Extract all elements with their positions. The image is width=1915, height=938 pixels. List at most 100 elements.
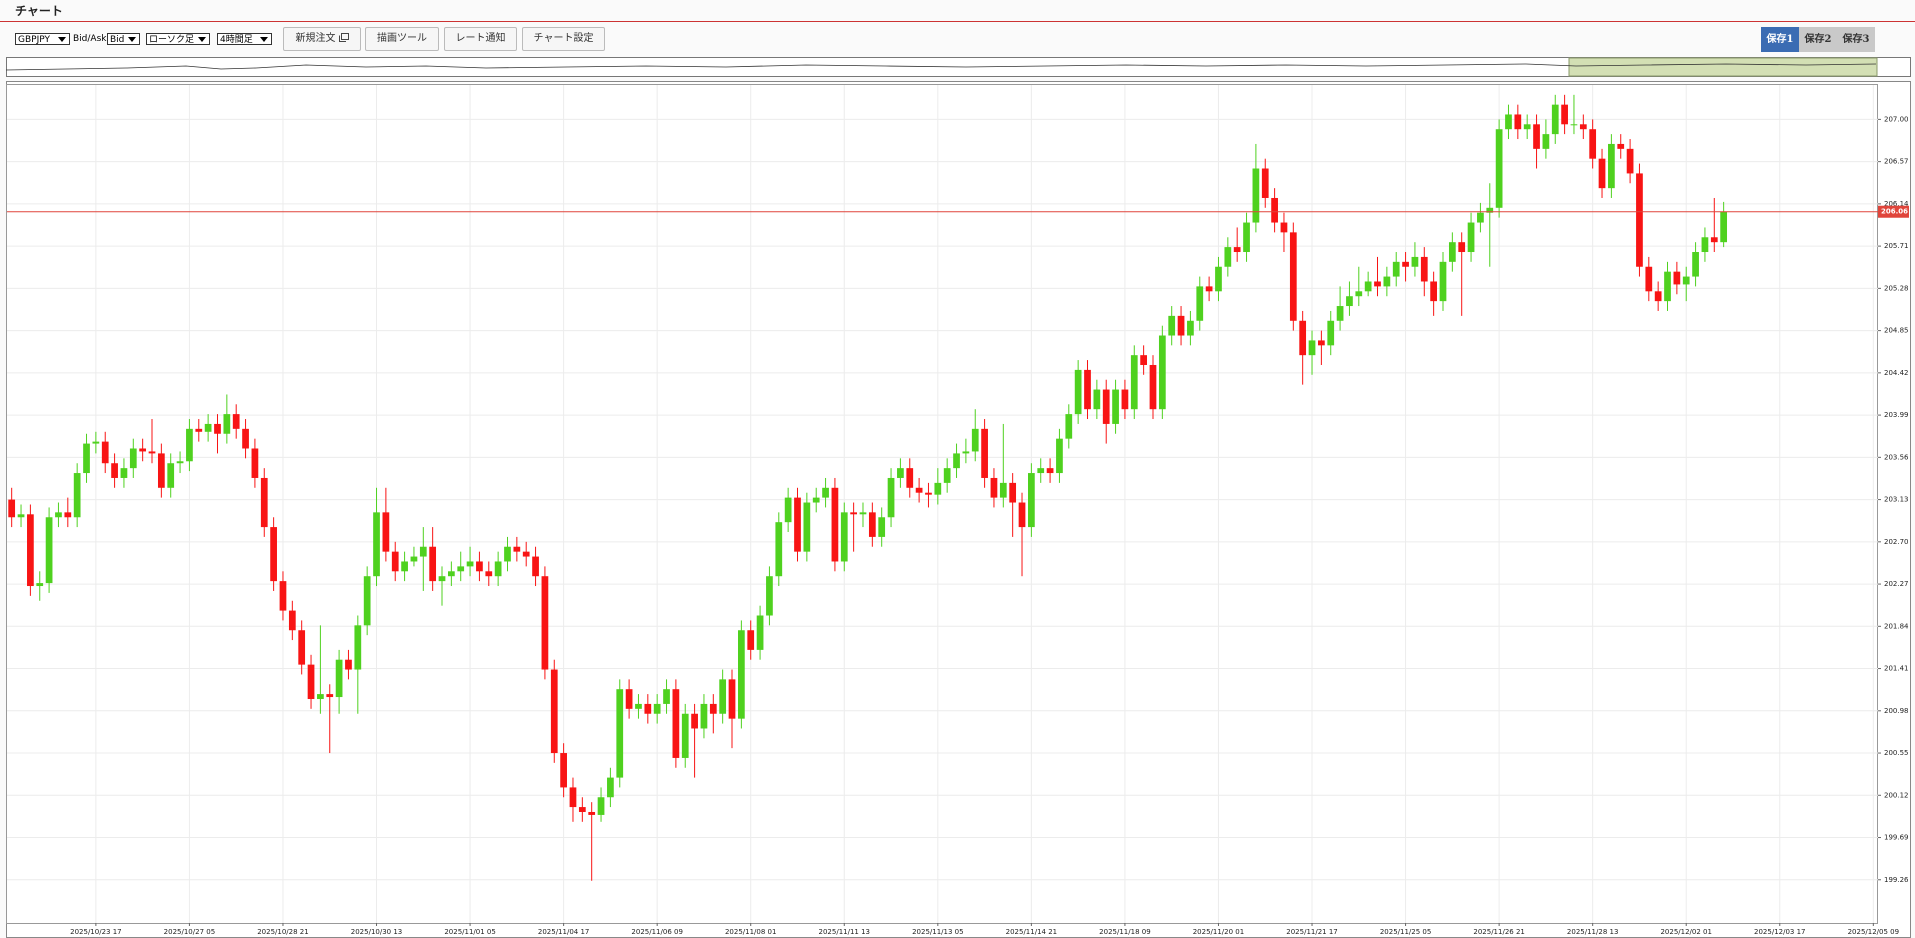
x-tick-label: 2025/12/02 01 (1660, 928, 1711, 936)
y-tick-label: 203.13 (1884, 496, 1909, 504)
save-tab[interactable]: 保存3 (1837, 27, 1875, 52)
candle-body (438, 576, 446, 582)
save-tab[interactable]: 保存2 (1799, 27, 1837, 52)
x-tick-label: 2025/11/08 01 (725, 928, 776, 936)
save-tab[interactable]: 保存1 (1761, 27, 1799, 52)
candle-body (1626, 148, 1634, 174)
candle-body (1411, 256, 1419, 267)
candle-body (55, 512, 62, 518)
candle-body (943, 468, 951, 483)
candle-body (850, 512, 857, 515)
candle-body (1140, 355, 1148, 365)
popup-icon (338, 33, 349, 42)
x-tick-label: 2025/11/13 05 (912, 928, 963, 936)
candle-body (1720, 211, 1728, 243)
candle-body (719, 679, 727, 714)
candle-body (1056, 438, 1063, 474)
candle-body (279, 581, 287, 611)
drawing-tools-button[interactable]: 描画ツール (365, 27, 439, 51)
x-tick-label: 2025/11/11 13 (819, 928, 870, 936)
navigator-window[interactable] (1568, 57, 1878, 77)
candle-body (728, 679, 736, 719)
candle-body (766, 576, 773, 616)
candle-body (326, 694, 334, 698)
candle-body (345, 659, 352, 670)
navigator-line (6, 63, 1877, 71)
candle-body (794, 497, 801, 552)
candle-body (485, 571, 493, 577)
candle-body (1486, 207, 1494, 213)
candle-body (1710, 237, 1718, 243)
candle-body (1533, 124, 1540, 149)
candle-body (709, 703, 717, 714)
candle-body (92, 441, 100, 444)
candle-body (653, 703, 661, 714)
candle-body (1336, 306, 1344, 321)
candle-body (307, 664, 315, 700)
candle-body (681, 713, 689, 758)
candle-body (541, 576, 549, 670)
timeframe-select[interactable]: 4時間足 (217, 33, 272, 45)
candle-body (822, 487, 829, 498)
candle-body (232, 414, 240, 429)
candle-body (288, 610, 296, 631)
candle-body (1598, 158, 1606, 189)
candle-body (1289, 232, 1297, 321)
candle-body (737, 630, 745, 719)
candle-body (1243, 222, 1250, 253)
current-price-label: 206.06 (1881, 208, 1908, 216)
x-tick-label: 2025/12/03 17 (1754, 928, 1805, 936)
candle-body (466, 561, 474, 567)
candle-body (419, 546, 427, 557)
candle-body (401, 561, 408, 572)
chart: 199.26 199.69 200.12 200.55 200.98 201.41 201.… (6, 81, 1911, 938)
x-tick-label: 2025/10/28 21 (257, 928, 308, 936)
y-tick-label: 204.42 (1884, 369, 1909, 377)
candle-body (962, 451, 970, 454)
y-tick-label: 199.26 (1884, 876, 1909, 884)
candle-body (317, 694, 324, 700)
x-tick-label: 2025/11/28 13 (1567, 928, 1618, 936)
candle-body (1402, 261, 1409, 267)
candle-body (1589, 129, 1597, 159)
candle-body (373, 512, 380, 577)
x-tick-label: 2025/10/27 05 (164, 928, 215, 936)
candle-body (457, 566, 465, 572)
candle-body (354, 625, 362, 670)
candle-body (1505, 114, 1512, 130)
candle-body (915, 487, 923, 493)
x-tick-label: 2025/11/26 21 (1473, 928, 1524, 936)
chart-style-select[interactable]: ローソク足 (146, 33, 210, 45)
candle-body (1102, 389, 1110, 424)
candle-body (1617, 143, 1625, 149)
candle-body (999, 482, 1007, 498)
candle-body (1420, 256, 1428, 282)
candle-body (1514, 114, 1522, 130)
y-tick-label: 202.27 (1884, 580, 1909, 588)
price-type-select[interactable]: Bid (107, 33, 140, 45)
candle-body (1187, 320, 1194, 336)
x-tick-label: 2025/11/06 09 (631, 928, 682, 936)
candle-body (447, 571, 455, 577)
candle-body (625, 689, 633, 709)
candle-body (1682, 276, 1690, 285)
candle-body (1551, 104, 1559, 135)
new-order-button[interactable]: 新規注文 (283, 27, 361, 51)
candle-body (204, 423, 212, 432)
candle-body (840, 512, 848, 562)
chart-settings-button[interactable]: チャート設定 (522, 27, 605, 51)
y-tick-label: 203.56 (1884, 453, 1909, 461)
candle-body (1374, 281, 1381, 287)
y-tick-label: 199.69 (1884, 834, 1909, 842)
x-tick-label: 2025/12/05 09 (1848, 928, 1899, 936)
candle-body (270, 527, 277, 582)
candle-body (1448, 242, 1456, 262)
candle-body (36, 583, 44, 587)
rate-alert-button[interactable]: レート通知 (444, 27, 517, 51)
candle-body (64, 512, 72, 518)
candle-body (971, 428, 979, 452)
navigator[interactable] (6, 57, 1911, 77)
symbol-select[interactable]: GBPJPY (15, 33, 70, 45)
candle-body (139, 448, 147, 452)
